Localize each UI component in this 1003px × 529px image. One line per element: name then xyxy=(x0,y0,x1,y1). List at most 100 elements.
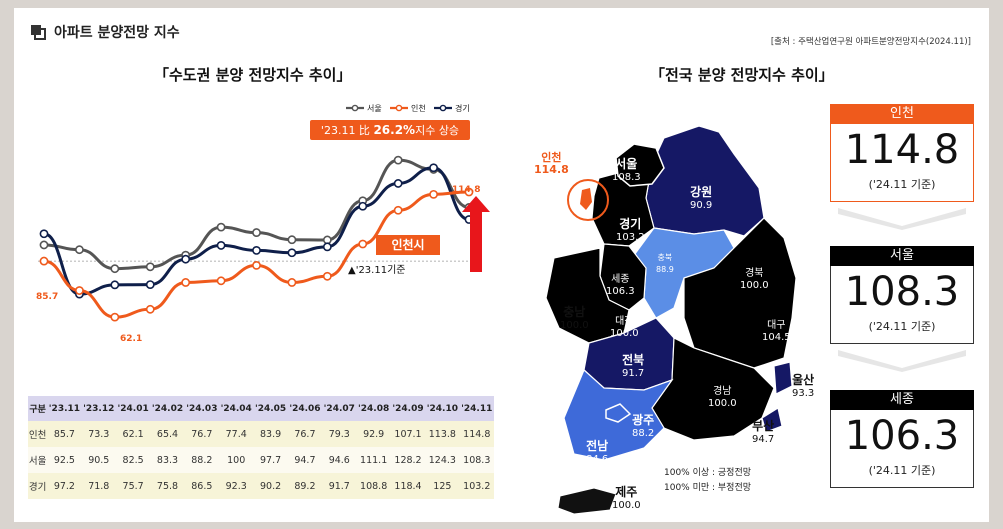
incheon-last-label: 114.8 xyxy=(452,185,480,195)
data-point-서울-5 xyxy=(216,222,226,232)
map-label-value: 93.3 xyxy=(792,388,815,399)
map-label-name: 충북 xyxy=(657,253,673,262)
data-point-인천-10 xyxy=(393,205,403,215)
map-label-value: 94.7 xyxy=(752,434,775,445)
map-label-ulsan: 울산 93.3 xyxy=(792,374,814,400)
callout-percent: 26.2% xyxy=(373,123,416,137)
table-header-period: '24.06 xyxy=(287,396,323,421)
table-cell: 91.7 xyxy=(322,473,357,499)
highlight-value: 114.8 xyxy=(844,127,960,173)
table-header-period: '23.11 xyxy=(47,396,82,421)
data-point-인천-6 xyxy=(252,260,261,270)
table-header-period: '24.02 xyxy=(150,396,185,421)
map-label-value: 100.0 xyxy=(708,398,737,409)
table-header-period: '24.05 xyxy=(253,396,288,421)
data-point-인천-0 xyxy=(39,256,49,266)
data-point-경기-5 xyxy=(216,241,226,250)
table-cell: 82.5 xyxy=(115,447,151,473)
data-point-서울-10 xyxy=(393,155,403,165)
table-header-period: '24.04 xyxy=(219,396,254,421)
map-label-name: 경북 xyxy=(745,268,764,279)
table-cell: 89.2 xyxy=(287,473,323,499)
table-cell: 128.2 xyxy=(390,447,426,473)
map-label-name: 대전 xyxy=(615,316,634,327)
data-point-인천-7 xyxy=(287,278,297,287)
table-header-period: '23.12 xyxy=(81,396,116,421)
chart-legend: 서울 인천 경기 xyxy=(346,103,470,113)
highlight-note: ('24.11 기준) xyxy=(868,464,936,477)
highlight-region: 서울 xyxy=(830,246,974,266)
up-arrow-icon xyxy=(462,196,490,272)
highlight-region: 인천 xyxy=(830,104,974,124)
table-row-label: 경기 xyxy=(28,473,48,499)
highlight-box-sejong: 세종 106.3 ('24.11 기준) xyxy=(830,390,974,488)
map-label-name: 서울 xyxy=(615,157,638,171)
map-label-value: 88.2 xyxy=(632,428,655,439)
table-cell: 108.3 xyxy=(459,447,494,473)
highlight-box-incheon: 인천 114.8 ('24.11 기준) xyxy=(830,104,974,202)
map-label-value: 100.0 xyxy=(612,500,641,511)
map-label-sejong: 세종 106.3 xyxy=(606,274,635,298)
table-cell: 71.8 xyxy=(81,473,116,499)
map-label-value: 104.5 xyxy=(762,332,791,343)
map-label-value: 84.6 xyxy=(586,454,609,465)
line-chart: 서울 인천 경기 85.7 62.1 114.8 xyxy=(36,103,490,344)
table-cell: 92.3 xyxy=(219,473,254,499)
data-point-서울-2 xyxy=(110,264,120,274)
data-point-서울-6 xyxy=(252,228,261,237)
table-row-label: 서울 xyxy=(28,447,48,473)
data-point-경기-2 xyxy=(110,280,120,290)
map-labels: 인천 114.8 서울 108.3 경기 103.2 강원 90.9 충북 88.9 세종… xyxy=(14,8,989,522)
right-map-title: 「전국 분양 전망지수 추이」 xyxy=(650,66,834,84)
data-point-인천-3 xyxy=(145,304,155,314)
infographic-card: 아파트 분양전망 지수 [출처 : 주택산업연구원 아파트분양전망지수(2024… xyxy=(14,8,989,522)
table-cell: 97.7 xyxy=(253,447,288,473)
table-cell: 92.9 xyxy=(356,421,391,447)
incheon-island-icon xyxy=(580,188,592,210)
map-label-daejeon: 대전 100.0 xyxy=(610,316,639,340)
map-label-value: 106.3 xyxy=(606,286,635,297)
highlight-note: ('24.11 기준) xyxy=(868,320,936,333)
map-label-value: 100.0 xyxy=(560,320,589,331)
map-label-daegu: 대구 104.5 xyxy=(762,320,791,344)
incheon-ring xyxy=(567,179,609,221)
map-label-value: 103.2 xyxy=(616,232,645,243)
highlight-box-seoul: 서울 108.3 ('24.11 기준) xyxy=(830,246,974,344)
region-busan xyxy=(761,407,783,433)
region-ulsan xyxy=(773,361,793,395)
data-point-인천-11 xyxy=(429,189,438,199)
data-point-경기-10 xyxy=(393,179,403,188)
map-label-name: 경기 xyxy=(619,217,642,231)
map-label-name: 울산 xyxy=(792,373,815,387)
table-cell: 75.7 xyxy=(115,473,151,499)
table-cell: 90.5 xyxy=(81,447,116,473)
map-label-name: 제주 xyxy=(615,485,638,499)
table-cell: 111.1 xyxy=(356,447,391,473)
table-cell: 114.8 xyxy=(459,421,494,447)
data-table: 구분 '23.11'23.12'24.01'24.02'24.03'24.04'2… xyxy=(28,396,494,499)
callout-prefix: '23.11 比 xyxy=(320,124,374,137)
map-label-name: 전남 xyxy=(586,439,609,453)
map-label-value: 114.8 xyxy=(534,163,569,176)
map-label-name: 강원 xyxy=(690,185,713,199)
table-cell: 108.8 xyxy=(356,473,391,499)
table-row: 서울 92.5 90.5 82.5 83.3 88.2 100 97.7 94.7 94.6 111… xyxy=(28,447,494,473)
table-cell: 107.1 xyxy=(390,421,426,447)
map-label-seoul: 서울 108.3 xyxy=(612,158,641,184)
table-body: 인천 85.7 73.3 62.1 65.4 76.7 77.4 83.9 76.7 79.3 92… xyxy=(28,421,494,499)
series-group xyxy=(39,155,474,322)
table-row: 인천 85.7 73.3 62.1 65.4 76.7 77.4 83.9 76.7 79.3 92… xyxy=(28,421,494,447)
highlight-body: 106.3 ('24.11 기준) xyxy=(830,410,974,488)
data-point-서울-3 xyxy=(145,262,155,272)
map-label-name: 대구 xyxy=(767,320,786,331)
map-label-name: 전북 xyxy=(622,353,645,367)
incheon-tag: 인천시 xyxy=(376,235,440,255)
map-legend-negative: 100% 미만 : 부정전망 xyxy=(664,483,752,493)
legend-label-경기: 경기 xyxy=(455,103,470,113)
map-label-name: 경남 xyxy=(713,386,732,397)
data-point-서울-1 xyxy=(75,245,84,255)
data-point-인천-4 xyxy=(181,278,191,287)
table-cell: 76.7 xyxy=(184,421,220,447)
table-header-period: '24.03 xyxy=(184,396,220,421)
map-label-gyeongnam: 경남 100.0 xyxy=(708,386,737,410)
